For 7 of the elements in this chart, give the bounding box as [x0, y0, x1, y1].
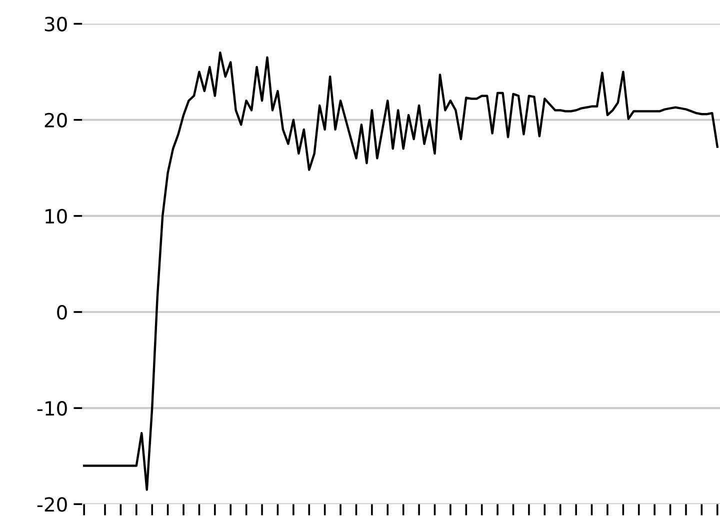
y-tick-label: 0 — [57, 304, 67, 320]
y-tick-label: 10 — [46, 208, 67, 224]
y-tick-label: 20 — [44, 112, 67, 128]
y-tick-label: 30 — [44, 16, 67, 32]
y-tick-label: -10 — [37, 401, 67, 416]
y-tick-label: -20 — [37, 497, 67, 512]
line-series — [82, 52, 718, 491]
